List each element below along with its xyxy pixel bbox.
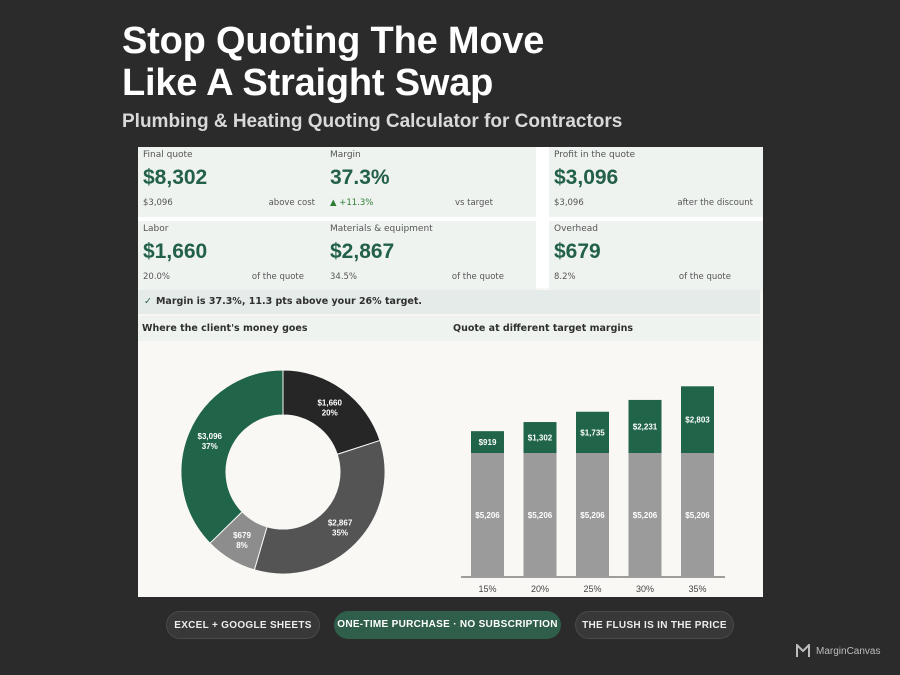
donut-slice-value-label: $1,660 [317, 399, 342, 408]
kpi-value: $679 [554, 240, 601, 263]
kpi-label: Profit in the quote [554, 150, 636, 160]
calculator-panel: Final quote $8,302 $3,096 above cost Mar… [138, 147, 763, 597]
bar-segment-cost [681, 453, 714, 577]
x-tick-label: 20% [531, 584, 549, 594]
headline-line-2: Like A Straight Swap [122, 62, 494, 104]
kpi-band: Final quote $8,302 $3,096 above cost Mar… [138, 147, 763, 291]
bar-data-label: $5,206 [580, 511, 605, 520]
bar-chart-title: Quote at different target margins [449, 316, 760, 341]
kpi-note: of the quote [251, 272, 304, 282]
kpi-sub: $3,096 [554, 198, 584, 208]
kpi-sub: 8.2% [554, 272, 576, 282]
donut-slice-value-label: $679 [233, 531, 251, 540]
bar-segment-cost [523, 453, 557, 577]
bar-segment-cost [471, 453, 504, 577]
kpi-materials: Materials & equipment $2,867 34.5% of th… [325, 221, 536, 291]
donut-slice-percent-label: 35% [332, 528, 348, 537]
bar-data-label: $5,206 [475, 511, 500, 520]
kpi-label: Final quote [143, 150, 193, 160]
kpi-value: $2,867 [330, 240, 395, 263]
brand-name: MarginCanvas [816, 645, 881, 657]
bar-data-label: $5,206 [633, 511, 658, 520]
kpi-labor: Labor $1,660 20.0% of the quote [138, 221, 325, 291]
bar-segment-profit [523, 422, 557, 454]
x-tick-label: 25% [583, 584, 601, 594]
bar-segment-profit [471, 431, 504, 454]
kpi-sub: 20.0% [143, 272, 171, 282]
x-tick-label: 35% [688, 584, 706, 594]
donut-slice-value-label: $2,867 [328, 518, 353, 527]
kpi-label: Margin [330, 150, 361, 160]
kpi-margin: Margin 37.3% ▲ +11.3% vs target [325, 147, 536, 217]
kpi-profit: Profit in the quote $3,096 $3,096 after … [549, 147, 763, 217]
kpi-value: $3,096 [554, 166, 619, 189]
brand: MarginCanvas [796, 644, 880, 658]
kpi-note: above cost [268, 198, 315, 208]
bar-data-label: $5,206 [685, 511, 710, 520]
badge-one-time-purchase: ONE-TIME PURCHASE · NO SUBSCRIPTION [334, 611, 561, 639]
headline: Stop Quoting The Move Like A Straight Sw… [122, 20, 544, 104]
donut-slice [253, 439, 386, 575]
kpi-final-quote: Final quote $8,302 $3,096 above cost [138, 147, 325, 217]
x-tick-label: 15% [478, 584, 496, 594]
badge-flush-in-price: THE FLUSH IS IN THE PRICE [575, 611, 734, 639]
kpi-value: $1,660 [143, 240, 208, 263]
bar-data-label: $2,803 [685, 416, 710, 425]
kpi-sub-trend-up: ▲ +11.3% [330, 198, 374, 208]
kpi-value: 37.3% [330, 166, 390, 189]
x-tick-label: 30% [636, 584, 654, 594]
kpi-label: Labor [143, 224, 169, 234]
kpi-sub: $3,096 [143, 198, 173, 208]
bar-data-label: $2,231 [633, 422, 658, 431]
bar-segment-profit [576, 411, 609, 454]
bar-data-label: $1,735 [580, 428, 605, 437]
donut-slice [180, 369, 284, 544]
bar-segment-cost [576, 453, 609, 577]
margin-status-message: ✓ Margin is 37.3%, 11.3 pts above your 26… [138, 290, 760, 314]
bar-segment-cost [628, 453, 662, 577]
kpi-label: Materials & equipment [330, 224, 433, 234]
kpi-note: vs target [454, 198, 493, 208]
subheadline: Plumbing & Heating Quoting Calculator fo… [122, 111, 623, 132]
donut-slice-value-label: $3,096 [198, 432, 223, 441]
bar-data-label: $919 [479, 438, 497, 447]
kpi-note: after the discount [677, 198, 753, 208]
kpi-note: of the quote [451, 272, 504, 282]
kpi-note: of the quote [678, 272, 731, 282]
kpi-sub: 34.5% [330, 272, 358, 282]
margin-status-text: Margin is 37.3%, 11.3 pts above your 26%… [155, 296, 423, 307]
bar-segment-profit [628, 399, 662, 454]
kpi-overhead: Overhead $679 8.2% of the quote [549, 221, 763, 291]
donut-slice-percent-label: 20% [322, 409, 338, 418]
bar-data-label: $5,206 [528, 511, 553, 520]
donut-slice-percent-label: 8% [236, 541, 248, 550]
bar-data-label: $1,302 [528, 434, 553, 443]
stacked-bar-chart: $5,206 $919 15% $5,206 $1,302 20% $5,206 $1,735… [461, 386, 725, 594]
headline-line-1: Stop Quoting The Move [122, 20, 545, 62]
margincanvas-logo-icon [796, 644, 810, 657]
kpi-value: $8,302 [143, 166, 208, 189]
bar-segment-profit [681, 386, 714, 454]
donut-chart-title: Where the client's money goes [138, 316, 449, 341]
badge-excel-google-sheets: EXCEL + GOOGLE SHEETS [166, 611, 320, 639]
kpi-label: Overhead [554, 224, 598, 234]
donut-slice-percent-label: 37% [202, 442, 218, 451]
check-icon: ✓ [144, 296, 152, 307]
